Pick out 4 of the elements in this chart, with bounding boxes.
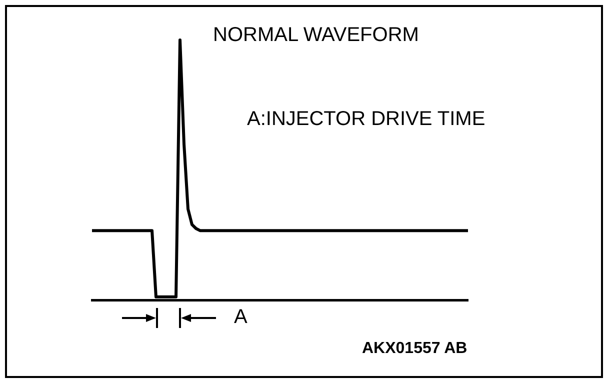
chart-title: NORMAL WAVEFORM bbox=[213, 24, 419, 47]
text: A bbox=[234, 306, 248, 329]
annotation: A:INJECTOR DRIVE TIME bbox=[247, 108, 486, 131]
text: AKX01557 AB bbox=[362, 340, 468, 358]
